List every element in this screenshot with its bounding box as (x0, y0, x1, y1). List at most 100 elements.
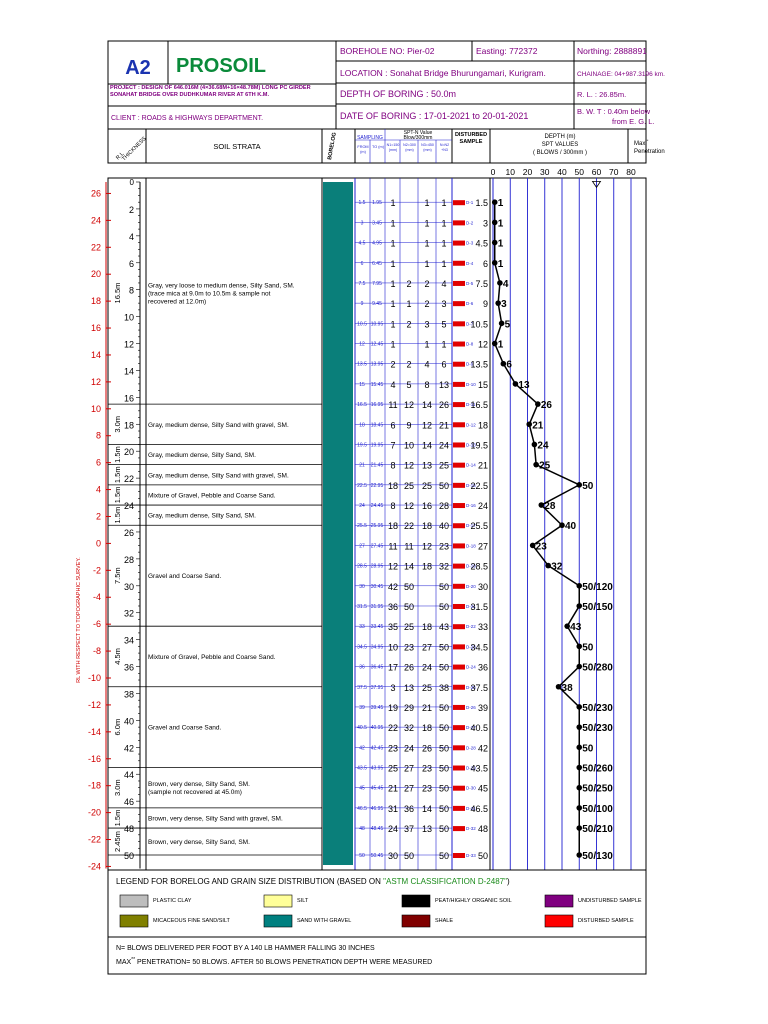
spt-n2: 50 (404, 602, 414, 612)
strata-thickness: 6.0m (113, 719, 122, 736)
spt-n: 50 (439, 582, 449, 592)
spt-to: 39.45 (371, 705, 384, 711)
disturbed-sample-marker (453, 745, 465, 751)
spt-to: 10.95 (371, 321, 384, 327)
spt-n: 50 (439, 784, 449, 794)
spt-n3: 27 (422, 642, 432, 652)
spt-n1: 7 (390, 440, 395, 450)
col-n3-box: N3=450 (mm) (421, 143, 434, 152)
spt-n1: 1 (390, 239, 395, 249)
spt-point (564, 623, 570, 629)
spt-n3: 24 (422, 663, 432, 673)
col-n1-box: N1=150 (mm) (387, 143, 400, 152)
spt-from: 33 (359, 624, 365, 630)
spt-to: 13.95 (371, 362, 384, 368)
disturbed-sample-marker (453, 826, 465, 832)
spt-n3: 2 (424, 279, 429, 289)
note-max-a: MAX (116, 959, 132, 966)
rl-tick-label: 10 (91, 404, 101, 414)
strata-description: Gray, medium dense, Silty Sand with grav… (148, 422, 289, 429)
spt-n1: 18 (388, 521, 398, 531)
chart-depth-label: 4.5 (475, 239, 488, 249)
chart-depth-label: 7.5 (475, 279, 488, 289)
spt-point (576, 805, 583, 811)
disturbed-sample-marker (453, 765, 465, 771)
spt-point-label: 4 (503, 279, 509, 290)
depth-tick-label: 38 (124, 689, 134, 699)
spt-to: 37.95 (371, 685, 384, 691)
spt-n3: 1 (424, 218, 429, 228)
disturbed-sample-id: D-18 (466, 543, 476, 548)
depth-tick-label: 12 (124, 340, 134, 350)
spt-n1: 1 (390, 198, 395, 208)
rl-tick-label: -6 (93, 619, 101, 629)
spt-point (491, 259, 498, 266)
spt-n: 38 (439, 683, 449, 693)
spt-to: 22.95 (371, 483, 384, 489)
spt-point-label: 28 (544, 501, 556, 512)
disturbed-sample-marker (453, 361, 465, 367)
disturbed-sample-id: D-32 (466, 826, 476, 831)
rl-axis: 26242220181614121086420-2-4-6-8-10-12-14… (88, 182, 111, 871)
spt-n: 6 (441, 360, 446, 370)
disturbed-sample-id: D-24 (466, 665, 476, 670)
spt-point-label: 1 (498, 239, 504, 250)
spt-point-label: 5 (505, 319, 511, 330)
strata-description: Gray, medium dense, Silty Sand with grav… (148, 472, 289, 479)
rl-tick-label: -18 (88, 781, 101, 791)
spt-n3: 18 (422, 622, 432, 632)
spt-n3: 14 (422, 804, 432, 814)
legend-label: DISTURBED SAMPLE (578, 918, 634, 924)
spt-n1: 10 (388, 642, 398, 652)
spt-n: 50 (439, 824, 449, 834)
spt-to: 33.45 (371, 624, 384, 630)
chart-depth-label: 18 (478, 420, 488, 430)
col-max-text: Max (634, 141, 645, 147)
chart-depth-label: 27 (478, 541, 488, 551)
spt-from: 50 (359, 853, 365, 859)
depth-tick-label: 34 (124, 636, 134, 646)
spt-n3: 25 (422, 481, 432, 491)
col-blows: ( BLOWS / 300mm ) (533, 150, 587, 156)
chart-depth-label: 42 (478, 743, 488, 753)
disturbed-sample-marker (453, 805, 465, 811)
spt-point (491, 219, 498, 226)
spt-n: 43 (439, 622, 449, 632)
spt-n: 50 (439, 764, 449, 774)
spt-from: 30 (359, 584, 365, 590)
strata-thickness: 3.0m (113, 416, 122, 433)
spt-n: 50 (439, 481, 449, 491)
spt-from: 24 (359, 503, 365, 509)
disturbed-sample-marker (453, 462, 465, 468)
spt-table: 1.5 1.95 1 1 1 D-1 1.53 3.45 1 1 1 D-2 34.5 4.95 1 1 1 D-… (355, 198, 488, 861)
spt-n1: 22 (388, 723, 398, 733)
depth-tick-label: 14 (124, 366, 134, 376)
spt-n2: 50 (404, 851, 414, 861)
col-nsum: N=N2 +N3 (439, 143, 450, 152)
spt-n: 4 (441, 279, 446, 289)
spt-point (576, 784, 583, 791)
strata-thickness: 1.5m (113, 487, 122, 504)
strata-thickness: 16.5m (113, 283, 122, 304)
spt-from: 42 (359, 745, 365, 751)
strata-description: Brown, very dense, Silty Sand, SM. (148, 839, 250, 846)
legend: LEGEND FOR BORELOG AND GRAIN SIZE DISTRI… (107, 869, 647, 975)
chart-depth-label: 19.5 (470, 440, 488, 450)
spt-n2: 12 (404, 461, 414, 471)
spt-to: 16.95 (371, 402, 384, 408)
spt-to: 15.45 (371, 382, 384, 388)
spt-n: 40 (439, 521, 449, 531)
chart-x-tick-label: 0 (491, 167, 496, 177)
col-sampling: SAMPLING (357, 135, 383, 141)
col-max-sup: ** (645, 138, 649, 143)
spt-from: 16.5 (357, 402, 367, 408)
spt-point (526, 421, 533, 428)
spt-n2: 25 (404, 622, 414, 632)
depth-tick-label: 18 (124, 420, 134, 430)
legend-title-prefix: LEGEND FOR BORELOG AND GRAIN SIZE DISTRI… (116, 877, 383, 886)
spt-n3: 8 (424, 380, 429, 390)
legend-swatch (401, 914, 431, 928)
chart-depth-label: 34.5 (470, 642, 488, 652)
chart-depth-label: 37.5 (470, 683, 488, 693)
depth-tick-label: 46 (124, 797, 134, 807)
